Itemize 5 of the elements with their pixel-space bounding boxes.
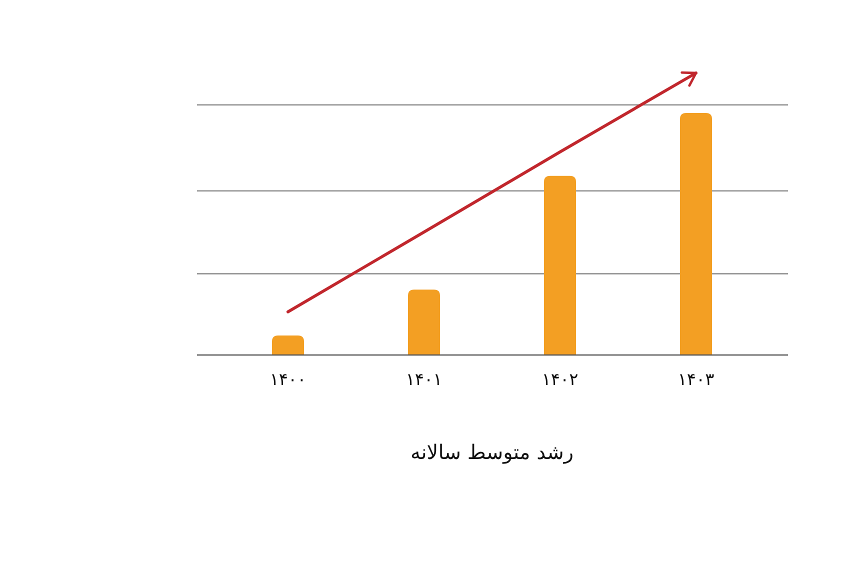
x-tick-label: ۱۴۰۱: [406, 370, 442, 390]
x-axis-title: رشد متوسط سالانه: [410, 440, 574, 464]
x-tick-label: ۱۴۰۲: [542, 370, 578, 390]
x-tick-label: ۱۴۰۰: [270, 370, 306, 390]
x-tick-label: ۱۴۰۳: [678, 370, 714, 390]
